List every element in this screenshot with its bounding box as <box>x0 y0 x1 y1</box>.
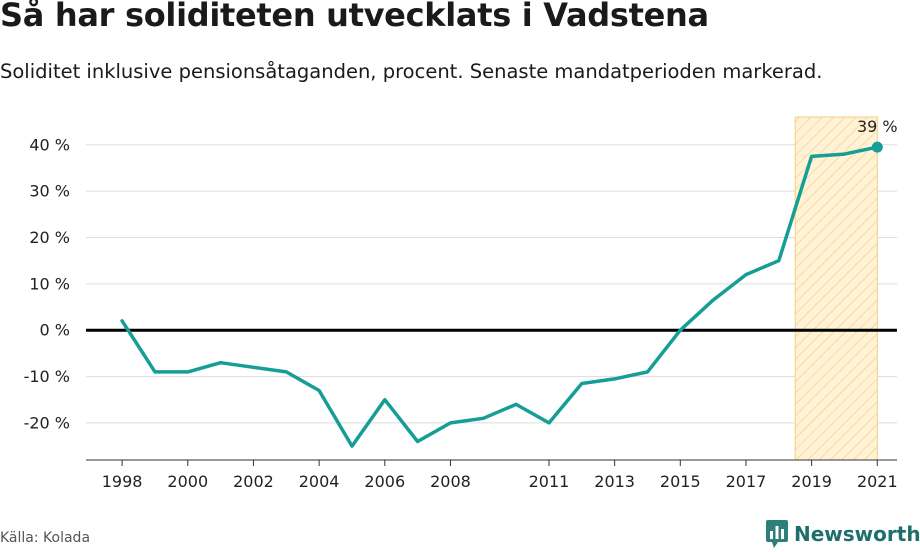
y-tick-label: 20 % <box>29 228 70 247</box>
y-tick-label: -20 % <box>24 413 70 432</box>
x-tick-label: 2011 <box>529 472 570 491</box>
y-tick-label: 30 % <box>29 182 70 201</box>
end-point-marker <box>871 141 883 153</box>
x-tick-label: 2015 <box>660 472 701 491</box>
x-tick-label: 2017 <box>726 472 767 491</box>
x-tick-label: 2004 <box>299 472 340 491</box>
series-line <box>120 145 880 448</box>
x-tick-label: 2002 <box>233 472 274 491</box>
x-tick-label: 2021 <box>857 472 898 491</box>
x-tick-label: 2000 <box>167 472 208 491</box>
x-tick-label: 1998 <box>102 472 143 491</box>
y-tick-label: 40 % <box>29 135 70 154</box>
y-tick-label: 10 % <box>29 274 70 293</box>
x-tick-label: 2006 <box>364 472 405 491</box>
page-subtitle: Soliditet inklusive pensionsåtaganden, p… <box>0 60 823 83</box>
brand: Newsworthy <box>766 520 920 548</box>
source-note: Källa: Kolada <box>0 530 91 546</box>
brand-name: Newsworthy <box>794 522 920 546</box>
x-tick-label: 2008 <box>430 472 471 491</box>
page-title: Så har soliditeten utvecklats i Vadstena <box>0 0 709 34</box>
newsworthy-logo-icon <box>766 520 788 548</box>
y-tick-label: -10 % <box>24 367 70 386</box>
x-tick-label: 2013 <box>594 472 635 491</box>
highlight-period <box>794 116 878 461</box>
y-tick-label: 0 % <box>40 321 70 340</box>
x-tick-label: 2019 <box>791 472 832 491</box>
end-value-label: 39 % <box>857 117 898 136</box>
